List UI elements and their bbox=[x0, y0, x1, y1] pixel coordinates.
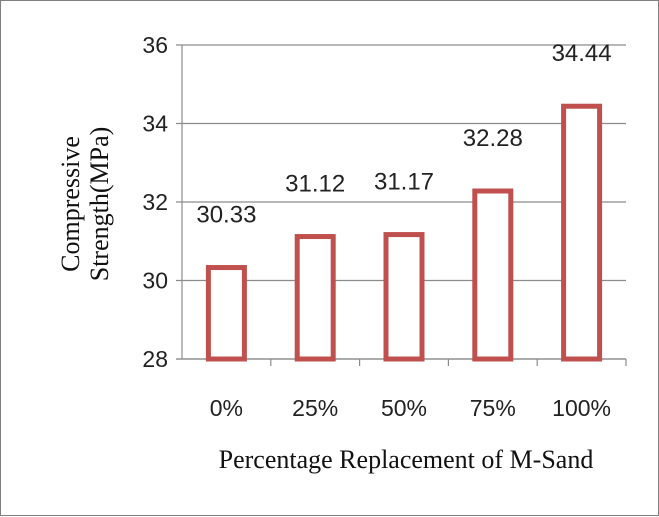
x-tick-label: 50% bbox=[381, 395, 427, 421]
y-tick-label: 34 bbox=[142, 111, 168, 137]
x-axis-title: Percentage Replacement of M-Sand bbox=[219, 445, 594, 474]
bar-25pct bbox=[294, 234, 336, 362]
y-axis-title-line-2: Strength(MPa) bbox=[85, 127, 114, 282]
data-labels: 30.33 31.12 31.17 32.28 34.44 bbox=[196, 40, 611, 228]
bar-100pct bbox=[561, 103, 603, 362]
y-axis-ticks: 28 30 32 34 36 bbox=[142, 32, 168, 372]
bar-50pct bbox=[383, 232, 425, 362]
data-label: 30.33 bbox=[196, 202, 256, 229]
data-label: 31.17 bbox=[374, 169, 434, 196]
bar-0pct bbox=[205, 265, 247, 362]
y-tick-label: 30 bbox=[142, 268, 168, 294]
y-tick-label: 28 bbox=[142, 346, 168, 372]
x-tick-label: 0% bbox=[210, 395, 243, 421]
x-axis-ticks: 0% 25% 50% 75% 100% bbox=[176, 358, 627, 421]
data-label: 34.44 bbox=[552, 40, 612, 67]
data-label: 32.28 bbox=[463, 125, 523, 152]
bars bbox=[205, 103, 603, 362]
data-label: 31.12 bbox=[285, 171, 345, 198]
y-tick-label: 36 bbox=[142, 32, 168, 58]
y-axis-title-line-1: Compressive bbox=[56, 136, 85, 272]
x-tick-label: 25% bbox=[292, 395, 338, 421]
x-tick-label: 100% bbox=[552, 395, 611, 421]
y-tick-label: 32 bbox=[142, 189, 168, 215]
bar-75pct bbox=[472, 188, 514, 362]
x-tick-label: 75% bbox=[470, 395, 516, 421]
